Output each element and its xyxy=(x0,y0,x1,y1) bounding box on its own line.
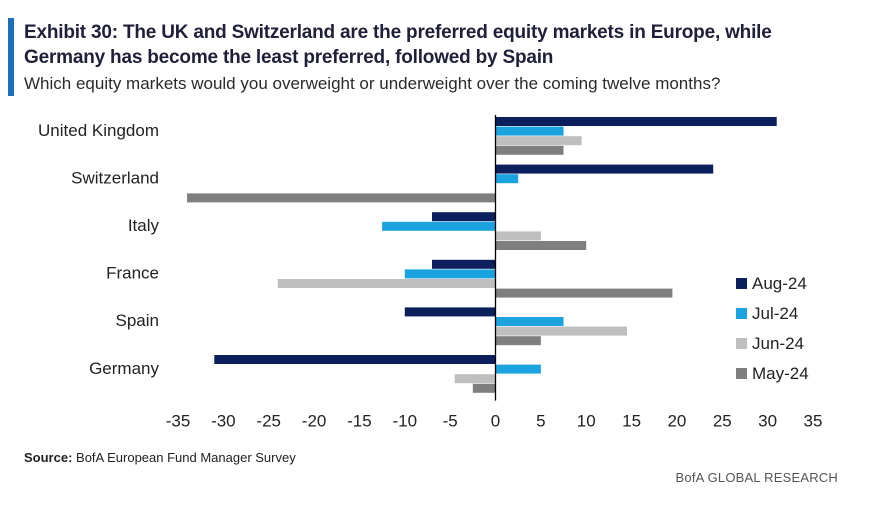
bar xyxy=(382,221,496,231)
legend-label: May-24 xyxy=(752,364,809,383)
category-label: Switzerland xyxy=(71,168,159,187)
x-tick-label: -10 xyxy=(392,412,417,431)
source-label: Source: xyxy=(24,450,73,465)
bar xyxy=(495,174,519,184)
x-tick-label: 10 xyxy=(577,412,596,431)
legend-label: Jun-24 xyxy=(752,334,804,353)
x-tick-label: -25 xyxy=(256,412,281,431)
category-label: Italy xyxy=(128,216,160,235)
x-tick-label: 0 xyxy=(491,412,500,431)
bar xyxy=(495,117,777,126)
chart-subtitle: Which equity markets would you overweigh… xyxy=(24,74,721,93)
category-label: France xyxy=(106,264,159,283)
source-note: Source: BofA European Fund Manager Surve… xyxy=(24,450,296,465)
legend-swatch xyxy=(736,278,747,289)
bar xyxy=(432,259,496,269)
legend-swatch xyxy=(736,338,747,349)
legend-swatch xyxy=(736,308,747,319)
bar xyxy=(495,364,541,374)
x-tick-label: 25 xyxy=(713,412,732,431)
brand-label: BofA GLOBAL RESEARCH xyxy=(675,470,838,485)
bar xyxy=(404,307,496,317)
bar xyxy=(495,145,564,155)
x-tick-label: -35 xyxy=(166,412,191,431)
bar xyxy=(495,317,564,326)
bar xyxy=(495,136,582,146)
x-tick-label: 20 xyxy=(667,412,686,431)
bar xyxy=(214,355,496,364)
x-tick-label: 35 xyxy=(804,412,823,431)
bar xyxy=(432,212,496,222)
bar xyxy=(495,126,564,136)
bar xyxy=(495,288,673,298)
bar xyxy=(495,231,541,241)
bar xyxy=(495,336,541,346)
legend-label: Aug-24 xyxy=(752,274,807,293)
category-label: United Kingdom xyxy=(38,121,159,140)
x-tick-label: 5 xyxy=(536,412,545,431)
legend-swatch xyxy=(736,368,747,379)
x-tick-label: -5 xyxy=(443,412,458,431)
accent-bar xyxy=(8,18,14,96)
source-text: BofA European Fund Manager Survey xyxy=(76,450,296,465)
bar xyxy=(472,383,496,393)
chart-title: Exhibit 30: The UK and Switzerland are t… xyxy=(24,22,772,68)
category-label: Germany xyxy=(89,359,159,378)
x-tick-label: -15 xyxy=(347,412,372,431)
x-tick-label: -20 xyxy=(302,412,327,431)
category-label: Spain xyxy=(116,311,159,330)
x-tick-label: 15 xyxy=(622,412,641,431)
bar xyxy=(495,241,587,250)
bar xyxy=(495,164,714,174)
bar xyxy=(404,269,496,279)
bar xyxy=(187,193,496,203)
bar xyxy=(277,279,496,288)
x-tick-label: 30 xyxy=(758,412,777,431)
bar-chart: United Kingdom Switzerland Italy France Spai… xyxy=(38,115,823,431)
bar xyxy=(454,374,496,384)
x-tick-label: -30 xyxy=(211,412,236,431)
bar xyxy=(495,326,628,336)
legend-label: Jul-24 xyxy=(752,304,798,323)
